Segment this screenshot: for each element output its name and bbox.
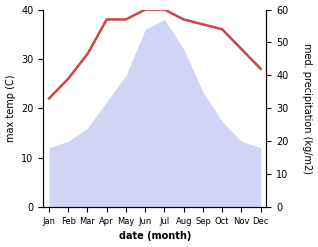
Y-axis label: med. precipitation (kg/m2): med. precipitation (kg/m2) xyxy=(302,43,313,174)
X-axis label: date (month): date (month) xyxy=(119,231,191,242)
Y-axis label: max temp (C): max temp (C) xyxy=(5,75,16,142)
